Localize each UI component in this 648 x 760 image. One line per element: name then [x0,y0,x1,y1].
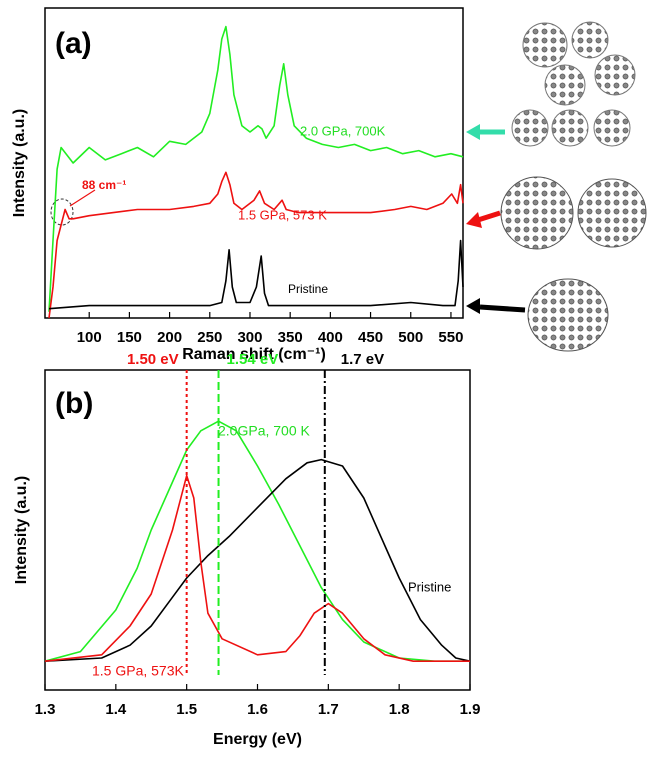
annotation: 88 cm⁻¹ [82,178,126,192]
spectrum-line [44,458,471,662]
annotation: (b) [55,387,93,420]
annotation: 2.0 GPa, 700K [300,123,386,138]
x-tick-label: 250 [197,329,222,346]
molecule-cluster [511,21,636,147]
peak-label: 1.50 eV [127,351,179,368]
annotation: (a) [55,27,92,60]
x-tick-label: 150 [117,329,142,346]
spectrum-line [48,239,464,310]
plot-frame [44,7,464,319]
x-tick-label: 1.9 [460,701,481,718]
x-tick-label: 500 [398,329,423,346]
annotation: Pristine [408,579,451,594]
molecule-dimer [500,176,647,250]
spectrum-line [48,25,464,312]
x-tick-label: 1.3 [35,701,56,718]
x-tick-label: 400 [318,329,343,346]
y-axis-label: Intensity (a.u.) [13,476,30,584]
x-tick-label: 1.5 [176,701,197,718]
x-axis-label: Energy (eV) [213,731,302,748]
spectrum-line [44,420,470,662]
spectrum-line [48,171,464,319]
x-tick-label: 1.4 [105,701,127,718]
x-tick-label: 200 [157,329,182,346]
arrows [466,124,526,314]
x-tick-label: 100 [77,329,102,346]
annotation: 1.5 GPa, 573 K [238,207,327,222]
highlight-circle [50,198,74,226]
x-tick-label: 300 [237,329,262,346]
spectrum-line [44,474,470,662]
x-tick-label: 550 [438,329,463,346]
x-tick-label: 1.6 [247,701,268,718]
x-tick-label: 1.7 [318,701,339,718]
annotation: 1.5 GPa, 573K [92,663,185,679]
peak-label: 1.7 eV [341,351,384,368]
annotation: Pristine [288,282,328,296]
y-axis-label: Intensity (a.u.) [11,109,28,217]
molecule-monomer [527,278,609,352]
x-tick-label: 1.8 [389,701,410,718]
annotation-arrow [69,189,96,207]
x-tick-label: 350 [278,329,303,346]
x-tick-label: 450 [358,329,383,346]
plot-frame [44,369,471,691]
peak-label: 1.54 eV [227,351,279,368]
annotation: 2.0GPa, 700 K [218,423,311,439]
x-axis-label: Raman shift (cm⁻¹) [182,346,326,363]
